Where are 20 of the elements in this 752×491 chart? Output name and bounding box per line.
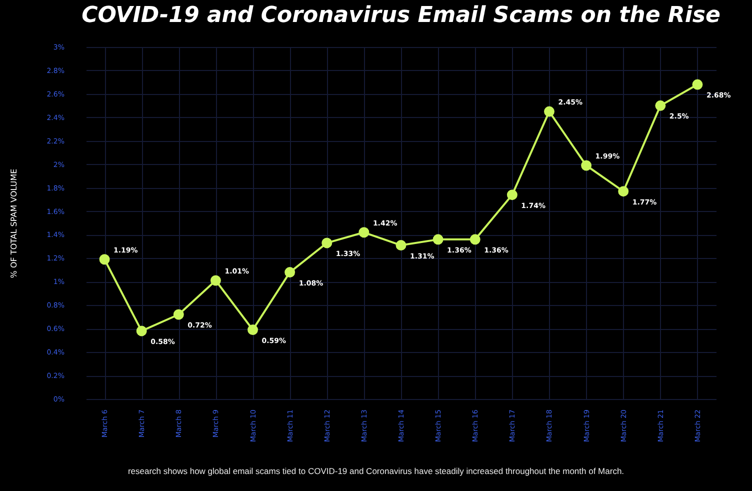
point: [432, 234, 444, 245]
point: [470, 234, 480, 245]
point: [358, 227, 370, 238]
point: [655, 100, 666, 111]
point: [618, 186, 629, 197]
point: [136, 326, 147, 336]
text: research shows how global email scams tied to COVID-19 and Coronavirus have steadily increased throughout the month of March.: [126, 466, 626, 476]
chart-title: COVID-19 and Coronavirus Email Scams on the Rise: [82, 3, 720, 28]
point: [581, 160, 592, 171]
point: [544, 106, 554, 117]
point: [99, 254, 110, 265]
point: [396, 240, 406, 251]
point: [210, 275, 221, 286]
point: [284, 267, 296, 278]
point: [692, 79, 703, 90]
point: [506, 190, 518, 200]
point: [322, 238, 332, 248]
point: [248, 324, 258, 336]
y-axis-title: % OF TOTAL SPAM VOLUME: [10, 168, 19, 278]
point: [173, 309, 184, 320]
